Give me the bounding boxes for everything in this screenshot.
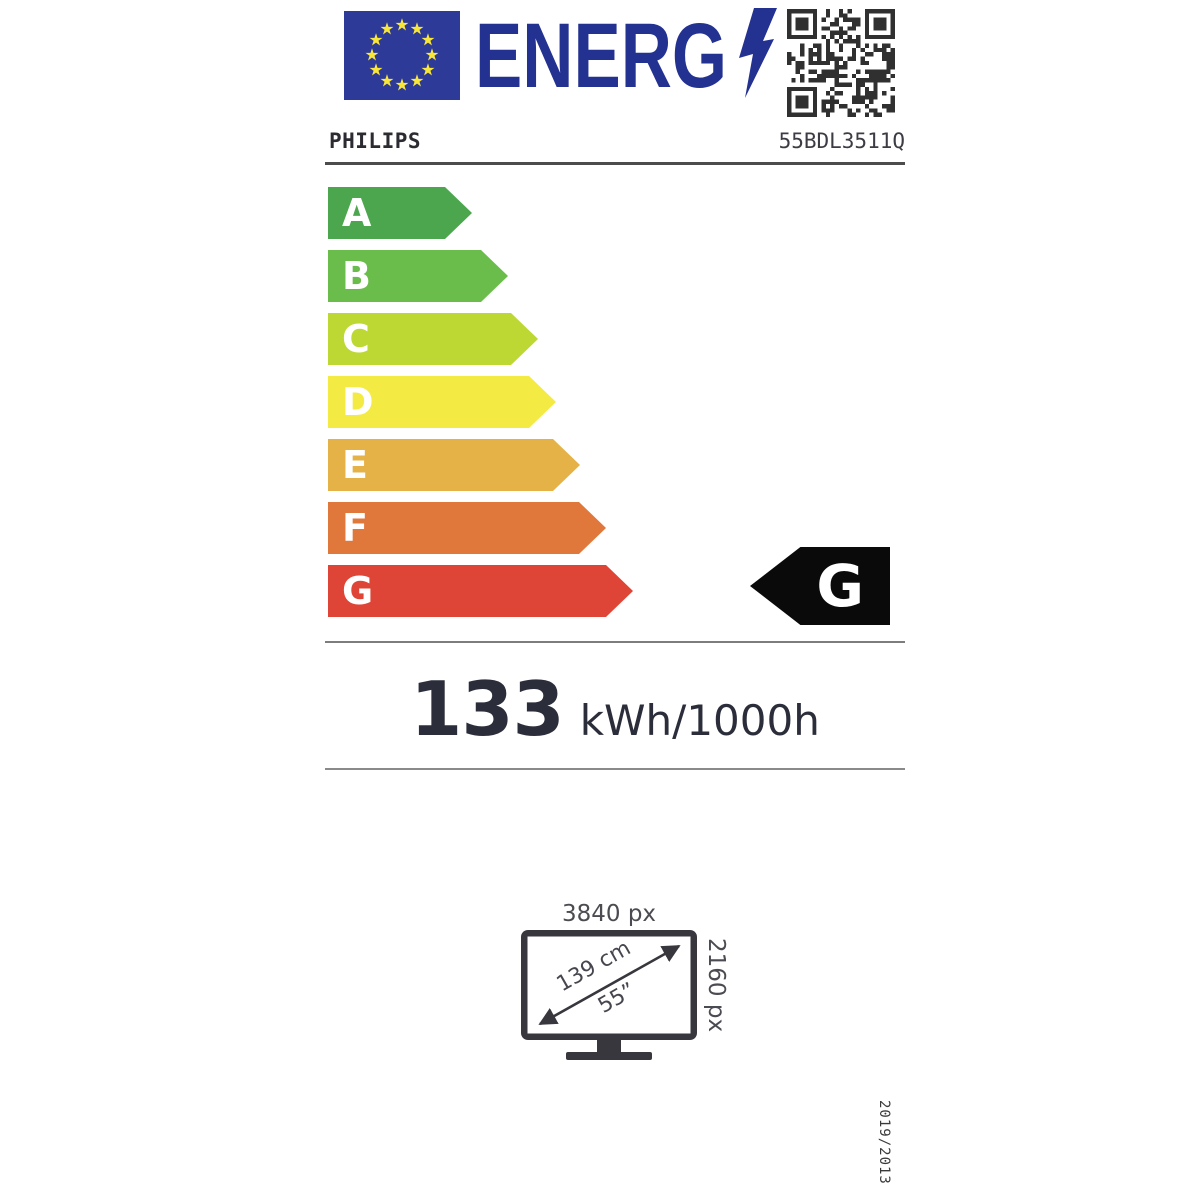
energy-consumption-unit: kWh/1000h xyxy=(579,696,820,745)
energ-logo: ENERG xyxy=(475,5,777,104)
efficiency-class-letter: G xyxy=(342,569,374,613)
vertical-resolution-label: 2160 px xyxy=(703,937,729,1033)
eu-flag-star xyxy=(380,22,394,35)
divider-middle xyxy=(325,641,905,643)
eu-flag-star xyxy=(369,63,383,76)
monitor-stand-base xyxy=(566,1052,652,1060)
divider-bottom xyxy=(325,768,905,770)
efficiency-arrow-e: E xyxy=(328,439,580,491)
divider-top xyxy=(325,162,905,165)
energy-consumption: 133 kWh/1000h xyxy=(325,672,905,747)
regulation-reference: 2019/2013 xyxy=(876,1100,892,1185)
energy-consumption-value: 133 xyxy=(410,665,565,753)
efficiency-arrow-d: D xyxy=(328,376,556,428)
lightning-bolt-icon xyxy=(739,8,777,98)
efficiency-arrow-b: B xyxy=(328,250,508,302)
label-header: ENERG xyxy=(325,0,905,125)
efficiency-arrow-c: C xyxy=(328,313,538,365)
monitor-diagram-icon: 139 cm 55” xyxy=(521,930,697,1060)
eu-flag-star xyxy=(410,74,424,87)
rated-class-letter: G xyxy=(816,552,864,620)
eu-flag-star xyxy=(421,63,435,76)
model-number: 55BDL3511Q xyxy=(778,129,905,153)
eu-flag-icon xyxy=(344,11,460,100)
rated-class-badge: G xyxy=(750,547,890,625)
efficiency-arrow-f: F xyxy=(328,502,606,554)
efficiency-arrow-a: A xyxy=(328,187,472,239)
eu-flag-star xyxy=(365,48,379,61)
brand-name: PHILIPS xyxy=(329,129,422,153)
efficiency-class-letter: E xyxy=(342,443,368,487)
qr-code xyxy=(787,9,895,117)
efficiency-class-letter: D xyxy=(342,380,374,424)
efficiency-class-letter: F xyxy=(342,506,368,550)
monitor-stand-neck xyxy=(597,1040,621,1053)
horizontal-resolution-label: 3840 px xyxy=(561,901,657,927)
efficiency-class-letter: A xyxy=(342,191,372,235)
diagonal-arrow xyxy=(538,944,681,1026)
eu-flag-star xyxy=(395,18,409,31)
eu-flag-star xyxy=(410,22,424,35)
eu-flag-star xyxy=(369,33,383,46)
eu-flag-star xyxy=(425,48,439,61)
brand-row: PHILIPS 55BDL3511Q xyxy=(325,129,905,157)
energ-logo-text: ENERG xyxy=(475,5,727,104)
efficiency-arrow-g: G xyxy=(328,565,633,617)
eu-flag-star xyxy=(395,78,409,91)
eu-flag-star xyxy=(380,74,394,87)
efficiency-class-letter: B xyxy=(342,254,371,298)
efficiency-class-letter: C xyxy=(342,317,370,361)
eu-flag-star xyxy=(421,33,435,46)
